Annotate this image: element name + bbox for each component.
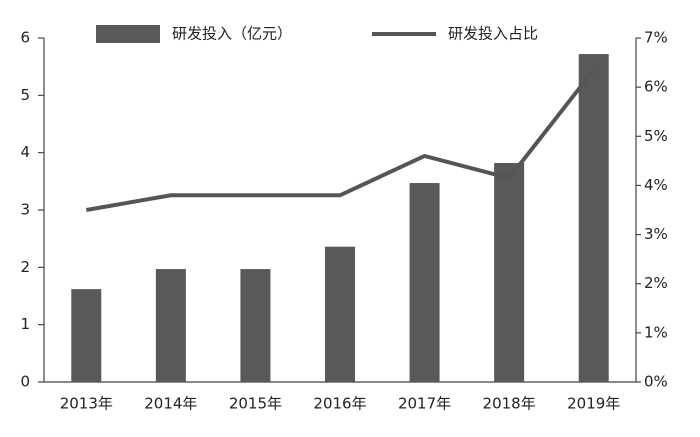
bar xyxy=(409,183,440,382)
y-tick-label: 3 xyxy=(20,201,30,219)
y-tick-label: 2 xyxy=(20,258,30,276)
bar xyxy=(325,246,355,382)
y2-tick-label: 2% xyxy=(644,274,668,292)
line xyxy=(85,68,596,212)
x-tick-label: 2013年 xyxy=(60,395,113,413)
y-tick-label: 0 xyxy=(20,373,30,391)
x-tick-label: 2015年 xyxy=(229,395,282,413)
bar xyxy=(494,162,525,382)
y-tick-label: 6 xyxy=(20,29,30,47)
bar xyxy=(155,269,186,382)
bar xyxy=(71,289,102,382)
y2-tick-label: 5% xyxy=(644,127,668,145)
x-tick-label: 2018年 xyxy=(483,395,536,413)
bar xyxy=(240,269,271,382)
y2-tick-label: 0% xyxy=(644,373,668,391)
y-tick-label: 4 xyxy=(20,143,30,161)
y-tick-label: 1 xyxy=(20,315,30,333)
x-tick-label: 2017年 xyxy=(398,395,451,413)
y2-tick-label: 3% xyxy=(644,225,668,243)
y2-tick-label: 4% xyxy=(644,176,668,194)
x-tick-label: 2014年 xyxy=(144,395,197,413)
y2-tick-label: 1% xyxy=(644,323,668,341)
x-tick-label: 2019年 xyxy=(567,395,620,413)
x-tick-label: 2016年 xyxy=(313,395,366,413)
y-tick-label: 5 xyxy=(20,86,30,104)
y2-tick-label: 6% xyxy=(644,78,668,96)
legend-label: 研发投入占比 xyxy=(448,25,538,43)
bar xyxy=(578,54,609,382)
legend-label: 研发投入（亿元） xyxy=(172,25,292,43)
y2-tick-label: 7% xyxy=(644,29,668,47)
legend-swatch xyxy=(96,25,160,43)
